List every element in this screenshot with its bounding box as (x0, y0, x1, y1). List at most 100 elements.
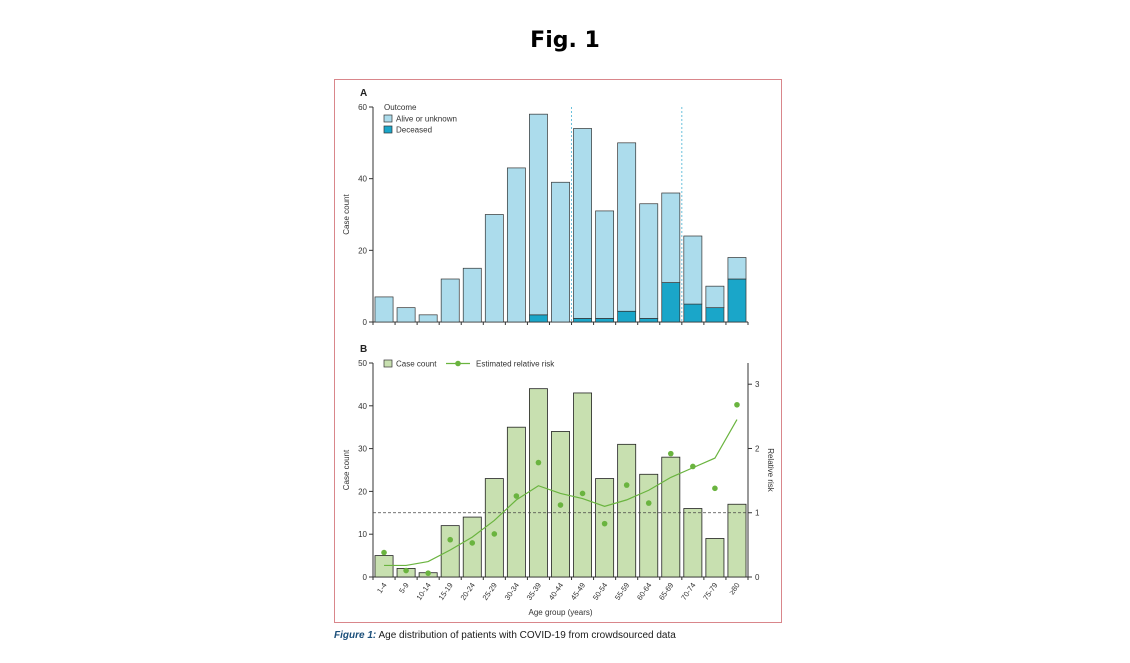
legend-b-risk-label: Estimated relative risk (476, 360, 555, 369)
risk-point (491, 531, 498, 537)
bar-case-count (705, 538, 725, 578)
x-tick-label: 70-74 (679, 581, 697, 602)
risk-smoothed-line (384, 419, 738, 567)
bar-deceased (595, 318, 615, 323)
panel-a-y-label: Case count (342, 193, 351, 234)
x-tick-label: 15-19 (436, 581, 454, 602)
x-tick-label: 40-44 (547, 581, 565, 602)
legend-a-alive-label: Alive or unknown (396, 115, 457, 124)
risk-point (535, 459, 542, 466)
bar-alive (418, 314, 438, 323)
risk-point (469, 540, 476, 546)
panel-b-y2-label: Relative risk (766, 448, 775, 493)
panel-b-y-tick-label: 20 (358, 487, 367, 496)
risk-point (447, 536, 454, 543)
x-tick-label: 50-54 (591, 581, 609, 602)
figure-caption: Figure 1: Age distribution of patients w… (334, 630, 676, 641)
bar-case-count (506, 426, 526, 578)
bar-case-count (484, 478, 504, 578)
panel-b-y2-tick-label: 3 (755, 380, 760, 389)
legend-b-risk-point (455, 360, 461, 367)
bar-case-count (462, 516, 482, 578)
panel-a-y-tick-label: 40 (358, 175, 367, 184)
bar-alive (440, 278, 460, 323)
bar-case-count (683, 508, 703, 578)
bar-deceased (727, 278, 747, 323)
risk-point (623, 482, 630, 488)
panel-b-label: B (360, 344, 367, 355)
x-tick-label: 65-69 (657, 581, 675, 602)
bar-alive (617, 142, 637, 312)
caption-label: Figure 1: (334, 630, 377, 641)
panel-b-y-tick-label: 10 (358, 530, 367, 539)
panel-a-label: A (360, 88, 367, 99)
bar-case-count (528, 388, 548, 578)
x-tick-label: 35-39 (525, 581, 543, 602)
panel-b-y-label: Case count (342, 449, 351, 490)
risk-point (690, 463, 696, 470)
panel-b-y2-tick-label: 1 (755, 509, 760, 518)
bar-alive (551, 181, 570, 323)
bar-alive (396, 307, 416, 323)
legend-a-deceased-swatch (383, 125, 393, 134)
risk-point (734, 401, 740, 408)
bar-alive (484, 214, 504, 323)
risk-point (557, 502, 564, 508)
bar-alive (639, 203, 659, 319)
bar-case-count (727, 503, 747, 578)
x-tick-label: 5-9 (397, 581, 411, 595)
panel-b-y-tick-label: 50 (358, 359, 367, 368)
bar-alive (727, 257, 747, 280)
panel-a-y-tick-label: 60 (358, 103, 367, 112)
bar-deceased (573, 318, 592, 323)
bar-alive (573, 128, 592, 319)
bar-alive (683, 235, 703, 305)
legend-a-deceased-label: Deceased (396, 126, 432, 135)
bar-deceased (683, 303, 703, 323)
risk-point (513, 493, 520, 499)
bar-case-count (661, 456, 681, 578)
panel-a-y-tick-label: 0 (363, 318, 368, 327)
panel-b-y-tick-label: 0 (363, 573, 368, 582)
bar-case-count (440, 525, 460, 578)
risk-point (667, 450, 674, 457)
legend-b-case-label: Case count (396, 360, 437, 369)
bar-alive (529, 113, 548, 316)
x-tick-label: 55-59 (613, 581, 631, 602)
risk-point (601, 520, 608, 527)
bar-deceased (529, 314, 548, 323)
bar-deceased (639, 318, 659, 323)
x-tick-label: 45-49 (569, 581, 587, 602)
bar-deceased (705, 307, 725, 323)
risk-point (403, 567, 409, 574)
panel-b-y-tick-label: 40 (358, 402, 367, 411)
risk-point (712, 485, 718, 492)
risk-point (425, 570, 431, 576)
bar-case-count (595, 478, 615, 578)
bar-deceased (661, 282, 681, 323)
bar-case-count (374, 555, 394, 578)
risk-point (381, 549, 387, 556)
caption-text: Age distribution of patients with COVID-… (376, 630, 676, 641)
risk-point (579, 490, 586, 497)
x-tick-label: ≥80 (727, 581, 742, 596)
figure-frame (334, 79, 782, 623)
x-tick-label: 20-24 (459, 581, 477, 602)
x-tick-label: 1-4 (375, 581, 389, 595)
bar-alive (462, 267, 482, 323)
x-tick-label: 60-64 (635, 581, 653, 602)
legend-a-alive-swatch (383, 114, 393, 123)
bar-alive (506, 167, 526, 323)
bar-deceased (617, 310, 637, 323)
bar-alive (595, 210, 615, 319)
x-tick-label: 75-79 (701, 581, 719, 602)
panel-b-x-label: Age group (years) (528, 608, 592, 617)
panel-b-y2-tick-label: 0 (755, 573, 760, 582)
panel-b-y-tick-label: 30 (358, 445, 367, 454)
figure-title: Fig. 1 (530, 28, 600, 53)
x-tick-label: 25-29 (481, 581, 499, 602)
legend-a-title: Outcome (384, 103, 417, 112)
bar-alive (374, 296, 394, 323)
risk-point (645, 500, 652, 506)
